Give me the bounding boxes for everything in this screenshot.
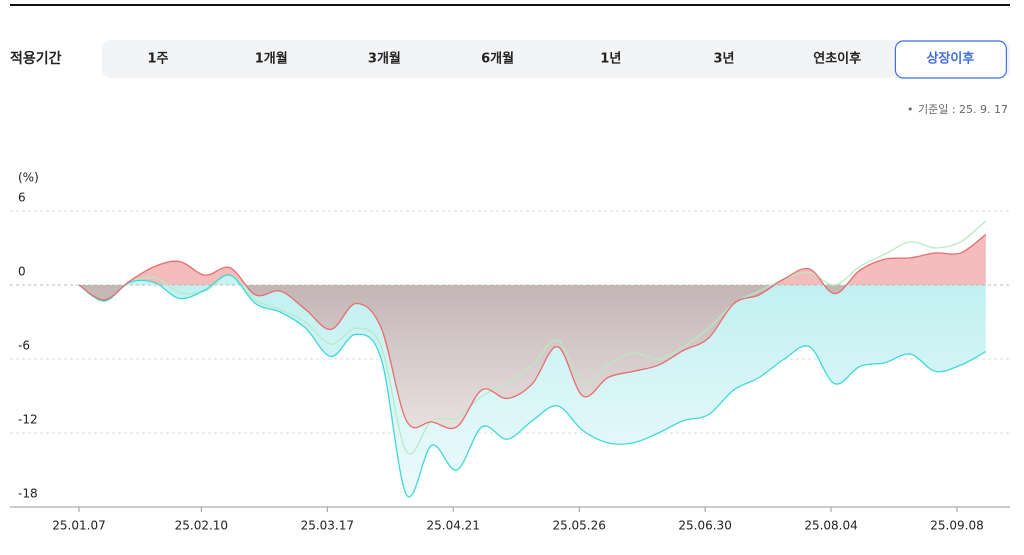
filter-label: 적용기간 — [10, 50, 62, 67]
plot: 6 0 -6 -12 -18 25.01.07 25.02.10 25.03.17 25.04.… — [10, 191, 1010, 533]
tab[interactable]: 6개월 — [481, 51, 514, 67]
tab-label[interactable]: 3년 — [713, 52, 734, 67]
y-tick-label: 6 — [18, 191, 26, 205]
area — [79, 274, 986, 497]
tab-label[interactable]: 1년 — [600, 52, 621, 67]
tab[interactable]: 3개월 — [368, 51, 401, 67]
bullet: • — [907, 103, 914, 116]
tab[interactable]: 3년 — [713, 52, 734, 67]
x-tick-label: 25.01.07 — [52, 519, 105, 533]
tab-selected-bg — [894, 40, 1008, 79]
line — [78, 274, 987, 498]
base-date: 기준일 : 25. 9. 17 — [918, 102, 1008, 116]
x-tick-label: 25.09.08 — [930, 519, 983, 533]
x-tick-label: 25.03.17 — [301, 519, 354, 533]
tab-label[interactable]: 3개월 — [368, 51, 401, 67]
y-unit: (%) — [18, 171, 39, 185]
tab-label[interactable]: 1주 — [147, 52, 168, 67]
area — [79, 285, 986, 429]
tab-label[interactable]: 1개월 — [255, 51, 288, 67]
tab[interactable]: 연초이후 — [813, 51, 861, 67]
tab[interactable]: 1년 — [600, 52, 621, 67]
tab-bar — [102, 40, 1010, 78]
x-tick-label: 25.06.30 — [678, 519, 731, 533]
y-tick-label: 0 — [18, 265, 26, 279]
tab-label[interactable]: 연초이후 — [813, 51, 861, 67]
area — [79, 234, 986, 285]
tab-label[interactable]: 6개월 — [481, 51, 514, 67]
tab[interactable]: 1개월 — [255, 51, 288, 67]
tab-label[interactable]: 상장이후 — [926, 51, 974, 67]
line — [78, 233, 987, 430]
x-tick-label: 25.02.10 — [175, 519, 228, 533]
x-tick-label: 25.08.04 — [804, 519, 857, 533]
tabs: 1주 1개월 3개월 6개월 1년 3년 연초이후 상장이후 — [147, 40, 1008, 79]
tab[interactable]: 1주 — [147, 52, 168, 67]
tab[interactable]: 상장이후 — [894, 40, 1008, 79]
y-tick-label: -18 — [18, 487, 38, 501]
y-tick-label: -6 — [18, 339, 30, 353]
x-tick-label: 25.05.26 — [552, 519, 605, 533]
y-tick-label: -12 — [18, 413, 38, 427]
x-tick-label: 25.04.21 — [427, 519, 480, 533]
